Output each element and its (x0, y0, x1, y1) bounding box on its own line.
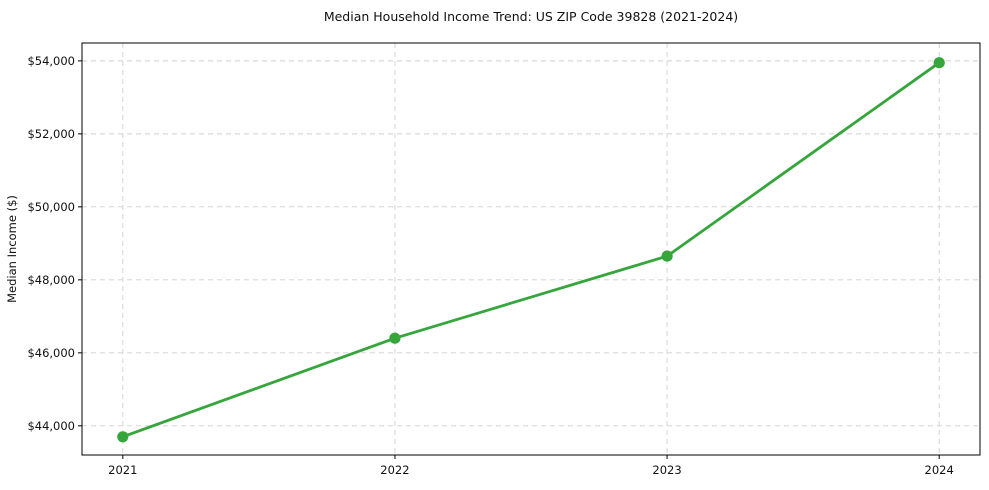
y-tick-label: $54,000 (27, 54, 75, 68)
y-axis-title: Median Income ($) (5, 195, 19, 303)
trend-line (121, 61, 941, 439)
y-tick-label: $46,000 (27, 346, 75, 360)
x-tick-label: 2022 (380, 463, 409, 477)
data-point-marker (117, 431, 129, 443)
y-tick-label: $50,000 (27, 200, 75, 214)
axes-spines (81, 42, 981, 456)
y-tick-label: $48,000 (27, 273, 75, 287)
data-point-marker (933, 57, 945, 69)
y-tick-label: $44,000 (27, 419, 75, 433)
x-tick-label: 2024 (925, 463, 954, 477)
data-point-marker (661, 250, 673, 262)
plot-area: $44,000 $46,000 $48,000 $50,000 $52,000 $54,0… (27, 42, 981, 477)
y-tick-label: $52,000 (27, 127, 75, 141)
x-tick-label: 2021 (108, 463, 137, 477)
data-point-marker (389, 332, 401, 344)
x-tick-label: 2023 (652, 463, 681, 477)
chart-title: Median Household Income Trend: US ZIP Co… (324, 9, 738, 24)
